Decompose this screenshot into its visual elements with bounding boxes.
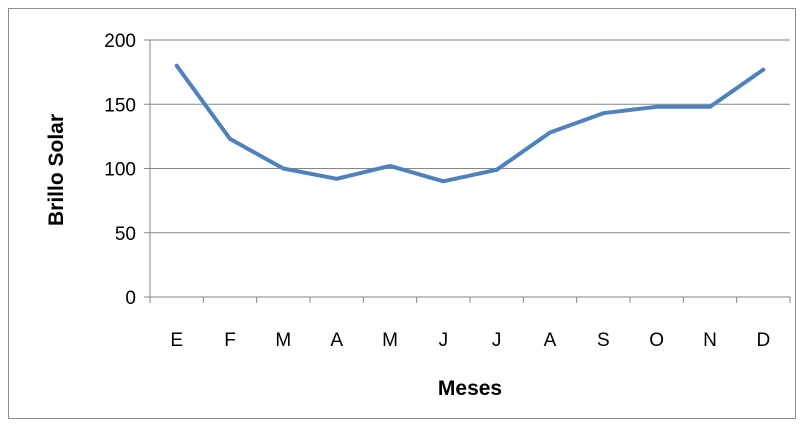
x-tick-label: J xyxy=(492,330,502,351)
x-tick-label: E xyxy=(170,330,183,351)
data-point xyxy=(761,68,765,72)
x-tick-label: M xyxy=(382,330,398,351)
data-point xyxy=(548,131,552,135)
x-tick-label: M xyxy=(275,330,291,351)
y-axis-title: Brillo Solar xyxy=(45,114,68,226)
x-tick-label: D xyxy=(756,330,770,351)
data-point xyxy=(601,111,605,115)
y-tick-labels: 0 50 100 150 200 xyxy=(104,31,136,309)
y-tick-label: 0 xyxy=(125,288,136,309)
x-axis-title: Meses xyxy=(438,377,502,400)
data-point xyxy=(388,164,392,168)
data-series xyxy=(174,63,766,184)
y-tick-label: 50 xyxy=(115,224,136,245)
x-tick-label: N xyxy=(703,330,717,351)
y-tick-label: 150 xyxy=(104,95,136,116)
y-tick-label: 100 xyxy=(104,160,136,181)
data-point xyxy=(335,177,339,181)
series-line xyxy=(174,63,766,184)
data-point xyxy=(708,105,712,109)
data-point xyxy=(441,179,445,183)
data-point xyxy=(228,137,232,141)
gridlines xyxy=(150,39,790,234)
x-tick-label: S xyxy=(597,330,610,351)
x-tick-label: J xyxy=(439,330,449,351)
chart-frame xyxy=(8,8,796,419)
data-point xyxy=(281,167,285,171)
data-point xyxy=(655,105,659,109)
x-tick-label: A xyxy=(544,330,557,351)
y-tick-label: 200 xyxy=(104,31,136,52)
axes xyxy=(144,39,791,303)
data-point xyxy=(495,168,499,172)
x-tick-label: F xyxy=(224,330,236,351)
x-tick-label: A xyxy=(330,330,343,351)
x-tick-label: O xyxy=(649,330,664,351)
data-point xyxy=(175,64,179,68)
